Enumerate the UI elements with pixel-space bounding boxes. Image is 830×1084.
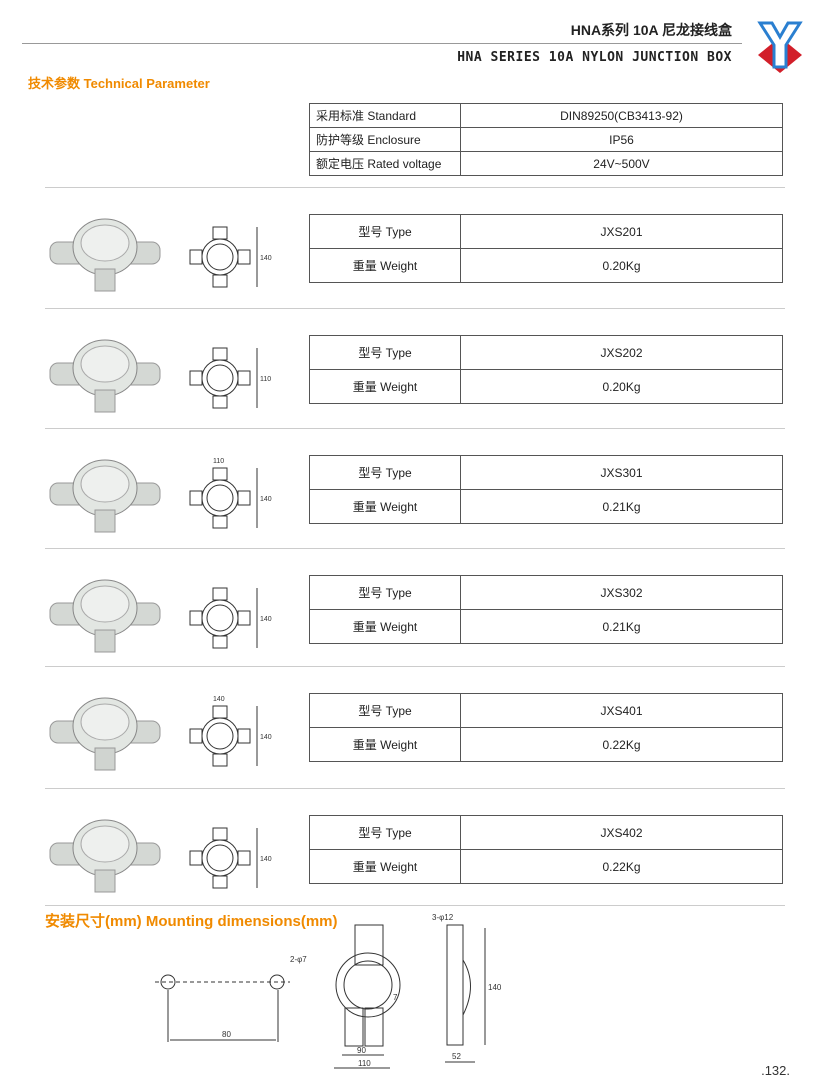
dimension-label: 140 — [260, 496, 272, 503]
spec-table: 采用标准 Standard DIN89250(CB3413-92) 防护等级 En… — [309, 103, 783, 176]
dimension-drawing: 140 140 — [189, 696, 272, 767]
spec-row: 额定电压 Rated voltage 24V~500V — [309, 151, 783, 176]
type-label: 型号 Type — [309, 214, 461, 249]
type-value: JXS401 — [460, 693, 783, 728]
divider — [45, 187, 785, 188]
spec-value: DIN89250(CB3413-92) — [460, 103, 783, 128]
type-row: 型号 Type JXS202 — [309, 335, 783, 370]
product-photo — [49, 579, 161, 653]
weight-row: 重量 Weight 0.20Kg — [309, 369, 783, 404]
product-table: 型号 Type JXS301 重量 Weight 0.21Kg — [309, 455, 783, 524]
dimension-label: 140 — [260, 856, 272, 863]
hole-label: 2-φ7 — [290, 955, 307, 964]
weight-row: 重量 Weight 0.20Kg — [309, 248, 783, 283]
technical-heading: 技术参数 Technical Parameter — [28, 76, 210, 91]
type-value: JXS201 — [460, 214, 783, 249]
weight-label: 重量 Weight — [309, 489, 461, 524]
outer-width-label: 110 — [358, 1059, 371, 1068]
weight-label: 重量 Weight — [309, 248, 461, 283]
weight-row: 重量 Weight 0.21Kg — [309, 609, 783, 644]
type-row: 型号 Type JXS201 — [309, 214, 783, 249]
dimension-drawing: 110 — [189, 347, 271, 409]
divider — [45, 548, 785, 549]
dimension-label: 140 — [213, 696, 225, 703]
dimension-drawing: 140 — [189, 587, 272, 649]
dimension-label: 110 — [213, 458, 224, 465]
mounting-drawing: 80 2-φ7 90 110 7 3-φ12 140 52 — [155, 913, 502, 1069]
weight-value: 0.20Kg — [460, 248, 783, 283]
dimension-label: 140 — [260, 734, 272, 741]
title-en: HNA SERIES 10A NYLON JUNCTION BOX — [457, 50, 732, 65]
product-table: 型号 Type JXS202 重量 Weight 0.20Kg — [309, 335, 783, 404]
weight-label: 重量 Weight — [309, 369, 461, 404]
spacing-label: 80 — [222, 1030, 231, 1039]
weight-value: 0.22Kg — [460, 727, 783, 762]
weight-value: 0.21Kg — [460, 489, 783, 524]
dimension-label: 110 — [260, 376, 271, 383]
spec-value: IP56 — [460, 127, 783, 152]
type-label: 型号 Type — [309, 335, 461, 370]
product-table: 型号 Type JXS201 重量 Weight 0.20Kg — [309, 214, 783, 283]
weight-value: 0.22Kg — [460, 849, 783, 884]
height-label: 140 — [488, 983, 502, 992]
mounting-heading: 安装尺寸(mm) Mounting dimensions(mm) — [45, 913, 338, 930]
type-row: 型号 Type JXS301 — [309, 455, 783, 490]
dimension-label: 140 — [260, 255, 272, 262]
depth-label: 52 — [452, 1052, 461, 1061]
weight-row: 重量 Weight 0.22Kg — [309, 727, 783, 762]
spec-label: 防护等级 Enclosure — [309, 127, 461, 152]
offset-label: 7 — [393, 993, 398, 1002]
dimension-drawing: 140 110 — [189, 458, 272, 529]
brand-logo — [757, 21, 803, 73]
weight-value: 0.21Kg — [460, 609, 783, 644]
product-photo — [49, 819, 161, 893]
weight-label: 重量 Weight — [309, 849, 461, 884]
spec-row: 采用标准 Standard DIN89250(CB3413-92) — [309, 103, 783, 128]
type-label: 型号 Type — [309, 455, 461, 490]
type-label: 型号 Type — [309, 575, 461, 610]
spec-row: 防护等级 Enclosure IP56 — [309, 127, 783, 152]
dimension-drawing: 140 — [189, 226, 272, 288]
dimension-label: 140 — [260, 616, 272, 623]
inner-width-label: 90 — [357, 1046, 366, 1055]
type-row: 型号 Type JXS302 — [309, 575, 783, 610]
dimension-drawing: 140 — [189, 827, 272, 889]
product-photo — [49, 339, 161, 413]
product-photo — [49, 459, 161, 533]
weight-label: 重量 Weight — [309, 727, 461, 762]
weight-row: 重量 Weight 0.22Kg — [309, 849, 783, 884]
type-row: 型号 Type JXS401 — [309, 693, 783, 728]
product-photo — [49, 218, 161, 292]
divider — [22, 43, 742, 44]
type-value: JXS202 — [460, 335, 783, 370]
weight-value: 0.20Kg — [460, 369, 783, 404]
page-number: .132. — [761, 1063, 790, 1078]
spec-label: 额定电压 Rated voltage — [309, 151, 461, 176]
type-value: JXS302 — [460, 575, 783, 610]
product-table: 型号 Type JXS401 重量 Weight 0.22Kg — [309, 693, 783, 762]
divider — [45, 905, 785, 906]
weight-label: 重量 Weight — [309, 609, 461, 644]
product-table: 型号 Type JXS302 重量 Weight 0.21Kg — [309, 575, 783, 644]
divider — [45, 666, 785, 667]
divider — [45, 788, 785, 789]
top-label: 3-φ12 — [432, 913, 454, 922]
divider — [45, 428, 785, 429]
spec-value: 24V~500V — [460, 151, 783, 176]
type-label: 型号 Type — [309, 815, 461, 850]
type-row: 型号 Type JXS402 — [309, 815, 783, 850]
divider — [45, 308, 785, 309]
type-label: 型号 Type — [309, 693, 461, 728]
weight-row: 重量 Weight 0.21Kg — [309, 489, 783, 524]
title-cn: HNA系列 10A 尼龙接线盒 — [570, 22, 732, 38]
product-photo — [49, 697, 161, 771]
spec-label: 采用标准 Standard — [309, 103, 461, 128]
type-value: JXS301 — [460, 455, 783, 490]
type-value: JXS402 — [460, 815, 783, 850]
product-table: 型号 Type JXS402 重量 Weight 0.22Kg — [309, 815, 783, 884]
